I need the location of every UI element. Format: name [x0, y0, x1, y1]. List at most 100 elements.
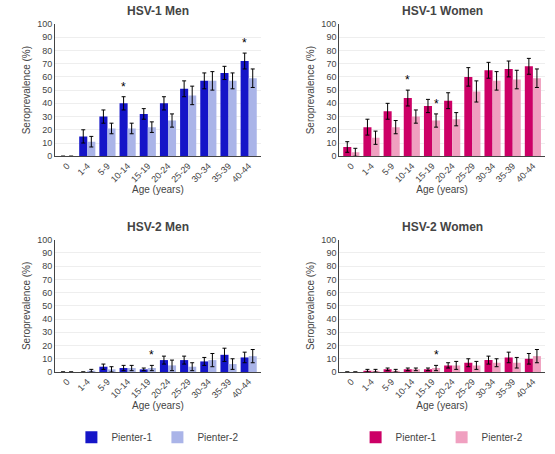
svg-text:50: 50: [326, 85, 336, 95]
svg-text:HSV-1 Women: HSV-1 Women: [402, 4, 483, 18]
svg-text:40: 40: [326, 98, 336, 108]
svg-text:20-24: 20-24: [149, 161, 172, 184]
svg-text:35-39: 35-39: [494, 161, 517, 184]
svg-text:30-34: 30-34: [474, 161, 497, 184]
svg-text:25-29: 25-29: [454, 161, 477, 184]
svg-text:10-14: 10-14: [109, 161, 132, 184]
svg-text:90: 90: [326, 32, 336, 42]
svg-text:35-39: 35-39: [210, 161, 233, 184]
svg-text:40-44: 40-44: [230, 161, 253, 184]
svg-text:15-19: 15-19: [413, 161, 436, 184]
svg-text:40-44: 40-44: [514, 161, 537, 184]
svg-text:Seroprevalence (%): Seroprevalence (%): [305, 262, 316, 350]
svg-text:1-4: 1-4: [76, 377, 92, 393]
svg-text:*: *: [121, 80, 126, 94]
svg-text:50: 50: [326, 301, 336, 311]
svg-text:40-44: 40-44: [230, 377, 253, 400]
svg-text:50: 50: [42, 85, 52, 95]
svg-text:5-9: 5-9: [96, 377, 112, 393]
svg-text:10: 10: [42, 354, 52, 364]
svg-text:90: 90: [42, 32, 52, 42]
svg-text:40: 40: [42, 314, 52, 324]
svg-text:25-29: 25-29: [454, 377, 477, 400]
svg-text:25-29: 25-29: [169, 161, 192, 184]
svg-text:0: 0: [61, 377, 72, 388]
svg-text:Age (years): Age (years): [132, 400, 184, 411]
svg-text:Pienter-1: Pienter-1: [396, 432, 437, 443]
svg-text:1-4: 1-4: [76, 161, 92, 177]
svg-text:100: 100: [37, 235, 52, 245]
svg-text:90: 90: [42, 248, 52, 258]
svg-text:90: 90: [326, 248, 336, 258]
svg-text:80: 80: [42, 46, 52, 56]
svg-text:60: 60: [42, 288, 52, 298]
svg-text:15-19: 15-19: [129, 161, 152, 184]
svg-text:70: 70: [326, 59, 336, 69]
svg-text:20-24: 20-24: [149, 377, 172, 400]
svg-text:20: 20: [42, 125, 52, 135]
svg-text:5-9: 5-9: [380, 161, 396, 177]
svg-text:70: 70: [42, 275, 52, 285]
svg-text:60: 60: [42, 72, 52, 82]
svg-text:30: 30: [326, 327, 336, 337]
svg-text:70: 70: [326, 275, 336, 285]
svg-text:30: 30: [326, 112, 336, 122]
svg-text:35-39: 35-39: [210, 377, 233, 400]
svg-text:Age (years): Age (years): [132, 184, 184, 195]
svg-text:20: 20: [326, 125, 336, 135]
svg-text:35-39: 35-39: [494, 377, 517, 400]
svg-text:*: *: [434, 97, 439, 111]
svg-text:60: 60: [326, 72, 336, 82]
svg-text:50: 50: [42, 301, 52, 311]
svg-text:*: *: [434, 348, 439, 362]
svg-text:20: 20: [42, 341, 52, 351]
svg-text:10-14: 10-14: [109, 377, 132, 400]
svg-text:80: 80: [42, 261, 52, 271]
svg-text:*: *: [405, 73, 410, 87]
svg-text:HSV-2 Women: HSV-2 Women: [402, 220, 483, 234]
svg-text:Seroprevalence (%): Seroprevalence (%): [21, 262, 32, 350]
svg-text:70: 70: [42, 59, 52, 69]
svg-text:HSV-1 Men: HSV-1 Men: [127, 4, 189, 18]
svg-text:HSV-2 Men: HSV-2 Men: [127, 220, 189, 234]
svg-text:30-34: 30-34: [190, 377, 213, 400]
svg-text:5-9: 5-9: [96, 161, 112, 177]
svg-text:20-24: 20-24: [433, 161, 456, 184]
svg-text:100: 100: [321, 19, 336, 29]
svg-text:Seroprevalence (%): Seroprevalence (%): [305, 46, 316, 134]
svg-text:Age (years): Age (years): [416, 184, 468, 195]
svg-text:80: 80: [326, 261, 336, 271]
svg-text:80: 80: [326, 46, 336, 56]
svg-text:1-4: 1-4: [360, 377, 376, 393]
svg-text:Pienter-2: Pienter-2: [197, 432, 238, 443]
svg-text:10: 10: [42, 138, 52, 148]
svg-text:1-4: 1-4: [360, 161, 376, 177]
svg-text:10: 10: [326, 354, 336, 364]
svg-text:15-19: 15-19: [413, 377, 436, 400]
svg-text:Pienter-2: Pienter-2: [482, 432, 523, 443]
svg-text:40: 40: [326, 314, 336, 324]
svg-text:10-14: 10-14: [393, 377, 416, 400]
svg-text:100: 100: [321, 235, 336, 245]
svg-text:0: 0: [331, 367, 336, 377]
svg-text:0: 0: [61, 161, 72, 172]
svg-text:15-19: 15-19: [129, 377, 152, 400]
svg-text:100: 100: [37, 19, 52, 29]
svg-text:20-24: 20-24: [433, 377, 456, 400]
svg-text:25-29: 25-29: [169, 377, 192, 400]
svg-text:0: 0: [345, 161, 356, 172]
svg-text:0: 0: [47, 151, 52, 161]
svg-text:40: 40: [42, 98, 52, 108]
svg-text:30-34: 30-34: [190, 161, 213, 184]
svg-text:Age (years): Age (years): [416, 400, 468, 411]
svg-text:Seroprevalence (%): Seroprevalence (%): [21, 46, 32, 134]
svg-text:Pienter-1: Pienter-1: [111, 432, 152, 443]
svg-text:30-34: 30-34: [474, 377, 497, 400]
svg-text:40-44: 40-44: [514, 377, 537, 400]
svg-text:10: 10: [326, 138, 336, 148]
svg-text:20: 20: [326, 341, 336, 351]
svg-text:*: *: [242, 36, 247, 50]
svg-text:0: 0: [47, 367, 52, 377]
svg-text:*: *: [149, 348, 154, 362]
svg-text:60: 60: [326, 288, 336, 298]
